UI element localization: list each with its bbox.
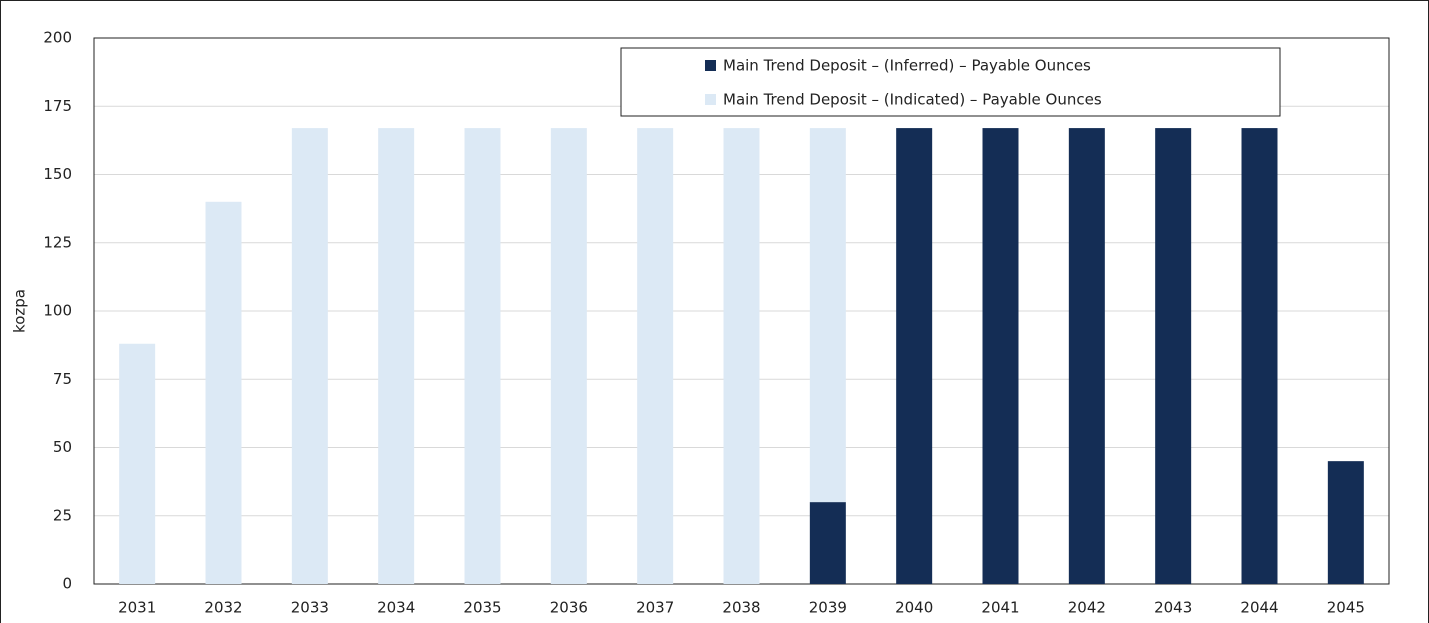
bar-segment bbox=[809, 502, 846, 584]
bar-segment bbox=[464, 128, 501, 584]
bar-segment bbox=[1327, 461, 1364, 584]
y-tick-label: 0 bbox=[62, 575, 72, 593]
bar-segment bbox=[1241, 128, 1278, 584]
x-tick-label: 2042 bbox=[1068, 599, 1106, 617]
x-tick-label: 2038 bbox=[722, 599, 760, 617]
y-tick-label: 50 bbox=[53, 438, 72, 456]
x-tick-label: 2045 bbox=[1327, 599, 1365, 617]
x-tick-label: 2044 bbox=[1240, 599, 1278, 617]
x-tick-label: 2043 bbox=[1154, 599, 1192, 617]
legend-swatch bbox=[705, 60, 716, 71]
bar-segment bbox=[896, 128, 933, 584]
y-tick-label: 25 bbox=[53, 506, 72, 524]
bar-segment bbox=[809, 128, 846, 503]
bar-segment bbox=[637, 128, 674, 584]
legend-swatch bbox=[705, 94, 716, 105]
x-tick-label: 2031 bbox=[118, 599, 156, 617]
x-tick-label: 2039 bbox=[809, 599, 847, 617]
legend-label: Main Trend Deposit – (Indicated) – Payab… bbox=[723, 91, 1102, 109]
bar-segment bbox=[723, 128, 760, 584]
x-tick-label: 2037 bbox=[636, 599, 674, 617]
legend-label: Main Trend Deposit – (Inferred) – Payabl… bbox=[723, 57, 1091, 75]
x-tick-label: 2041 bbox=[981, 599, 1019, 617]
bar-segment bbox=[550, 128, 587, 584]
y-tick-label: 125 bbox=[43, 233, 72, 251]
bar-segment bbox=[119, 343, 156, 584]
bar-segment bbox=[205, 201, 242, 585]
bar-segment bbox=[1068, 128, 1105, 584]
y-tick-label: 200 bbox=[43, 29, 72, 47]
x-tick-label: 2034 bbox=[377, 599, 415, 617]
x-tick-label: 2035 bbox=[463, 599, 501, 617]
legend-box bbox=[620, 47, 1281, 117]
x-tick-label: 2033 bbox=[291, 599, 329, 617]
y-axis-label: kozpa bbox=[11, 289, 29, 333]
y-tick-label: 100 bbox=[43, 302, 72, 320]
x-tick-label: 2036 bbox=[550, 599, 588, 617]
y-tick-label: 75 bbox=[53, 370, 72, 388]
bar-segment bbox=[1155, 128, 1192, 584]
x-tick-label: 2040 bbox=[895, 599, 933, 617]
bar-segment bbox=[378, 128, 415, 584]
x-tick-label: 2032 bbox=[204, 599, 242, 617]
bar-segment bbox=[291, 128, 328, 584]
y-tick-label: 150 bbox=[43, 165, 72, 183]
y-tick-label: 175 bbox=[43, 97, 72, 115]
bar-segment bbox=[982, 128, 1019, 584]
